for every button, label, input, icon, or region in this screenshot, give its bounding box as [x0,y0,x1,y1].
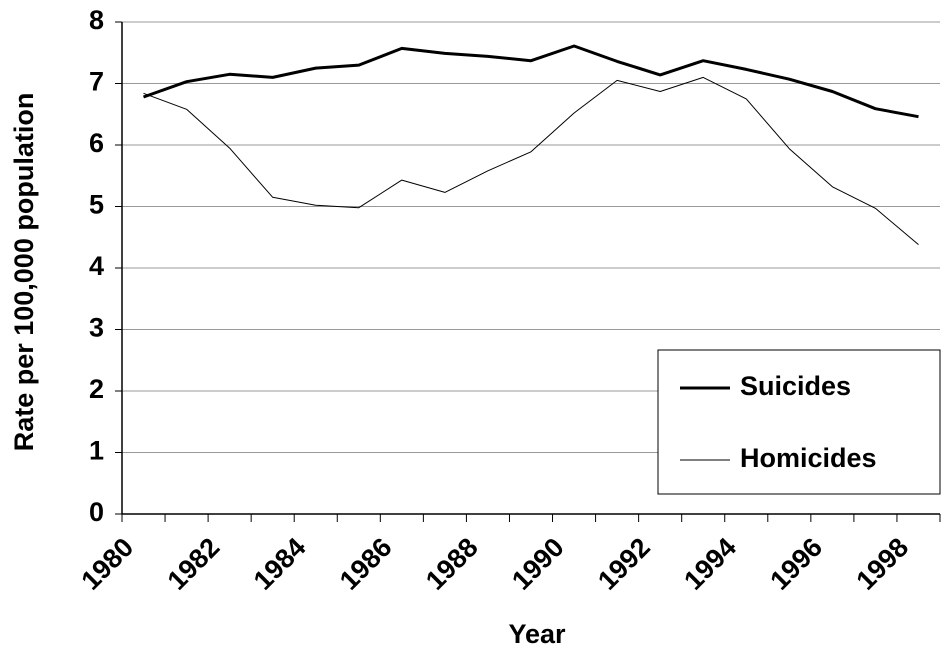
x-tick-label: 1990 [506,532,570,596]
y-tick-label: 7 [89,67,104,97]
legend-box [657,349,941,495]
y-tick-label: 3 [89,313,104,343]
x-tick-label: 1980 [76,532,140,596]
y-tick-label: 6 [89,128,104,158]
x-tick-label: 1996 [764,532,828,596]
x-tick-label: 1984 [248,532,312,596]
y-axis-label: Rate per 100,000 population [9,93,39,452]
x-tick-label: 1998 [851,532,915,596]
x-tick-label: 1982 [162,532,226,596]
x-tick-label: 1988 [420,532,484,596]
y-tick-label: 8 [89,5,104,35]
x-tick-label: 1994 [678,532,742,596]
x-tick-label: 1992 [592,532,656,596]
y-tick-label: 0 [89,497,104,527]
y-tick-label: 1 [89,436,104,466]
y-tick-label: 4 [89,251,104,281]
legend-label: Homicides [740,443,877,473]
y-tick-label: 2 [89,374,104,404]
legend-label: Suicides [740,371,851,401]
y-tick-label: 5 [89,190,104,220]
series-line [142,44,919,119]
series-line [143,76,919,245]
x-tick-label: 1986 [334,532,398,596]
x-axis-label: Year [508,619,566,649]
